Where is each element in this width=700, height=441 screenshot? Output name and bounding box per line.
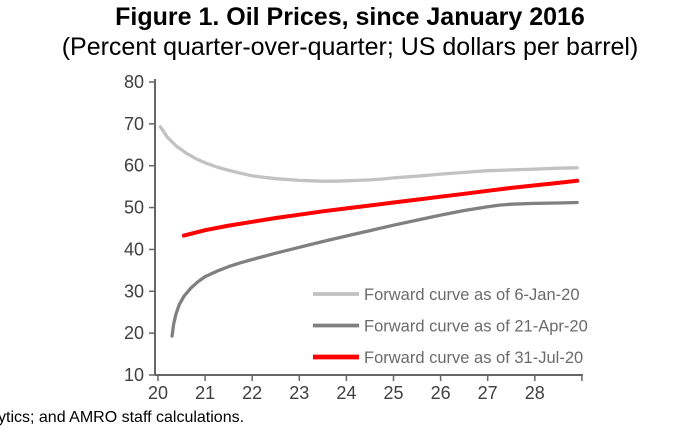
y-tick-label: 70 [124, 114, 144, 134]
x-tick-label: 22 [242, 383, 262, 403]
y-tick-label: 10 [124, 365, 144, 385]
x-tick-label: 23 [289, 383, 309, 403]
x-tick-label: 20 [148, 383, 168, 403]
y-tick-label: 30 [124, 281, 144, 301]
x-tick-label: 21 [195, 383, 215, 403]
legend-label-6-jan-20: Forward curve as of 6-Jan-20 [364, 286, 580, 304]
y-tick-label: 20 [124, 323, 144, 343]
y-tick-label: 50 [124, 198, 144, 218]
series-line-31-jul-20 [181, 178, 580, 238]
x-tick-label: 25 [383, 383, 403, 403]
x-tick-label: 28 [525, 383, 545, 403]
series-line-6-jan-20 [158, 125, 579, 183]
legend-label-21-apr-20: Forward curve as of 21-Apr-20 [364, 318, 588, 336]
figure-subtitle: (Percent quarter-over-quarter; US dollar… [61, 33, 639, 61]
x-tick-label: 27 [478, 383, 498, 403]
legend-label-31-jul-20: Forward curve as of 31-Jul-20 [364, 349, 583, 367]
y-tick-label: 80 [124, 72, 144, 92]
x-tick-label: 26 [431, 383, 451, 403]
figure-title: Figure 1. Oil Prices, since January 2016 [115, 3, 585, 31]
series-line-21-apr-20 [170, 200, 579, 338]
source-note: ytics; and AMRO staff calculations. [0, 409, 245, 426]
y-tick-label: 40 [124, 239, 144, 259]
y-tick-label: 60 [124, 156, 144, 176]
x-tick-label: 24 [336, 383, 356, 403]
